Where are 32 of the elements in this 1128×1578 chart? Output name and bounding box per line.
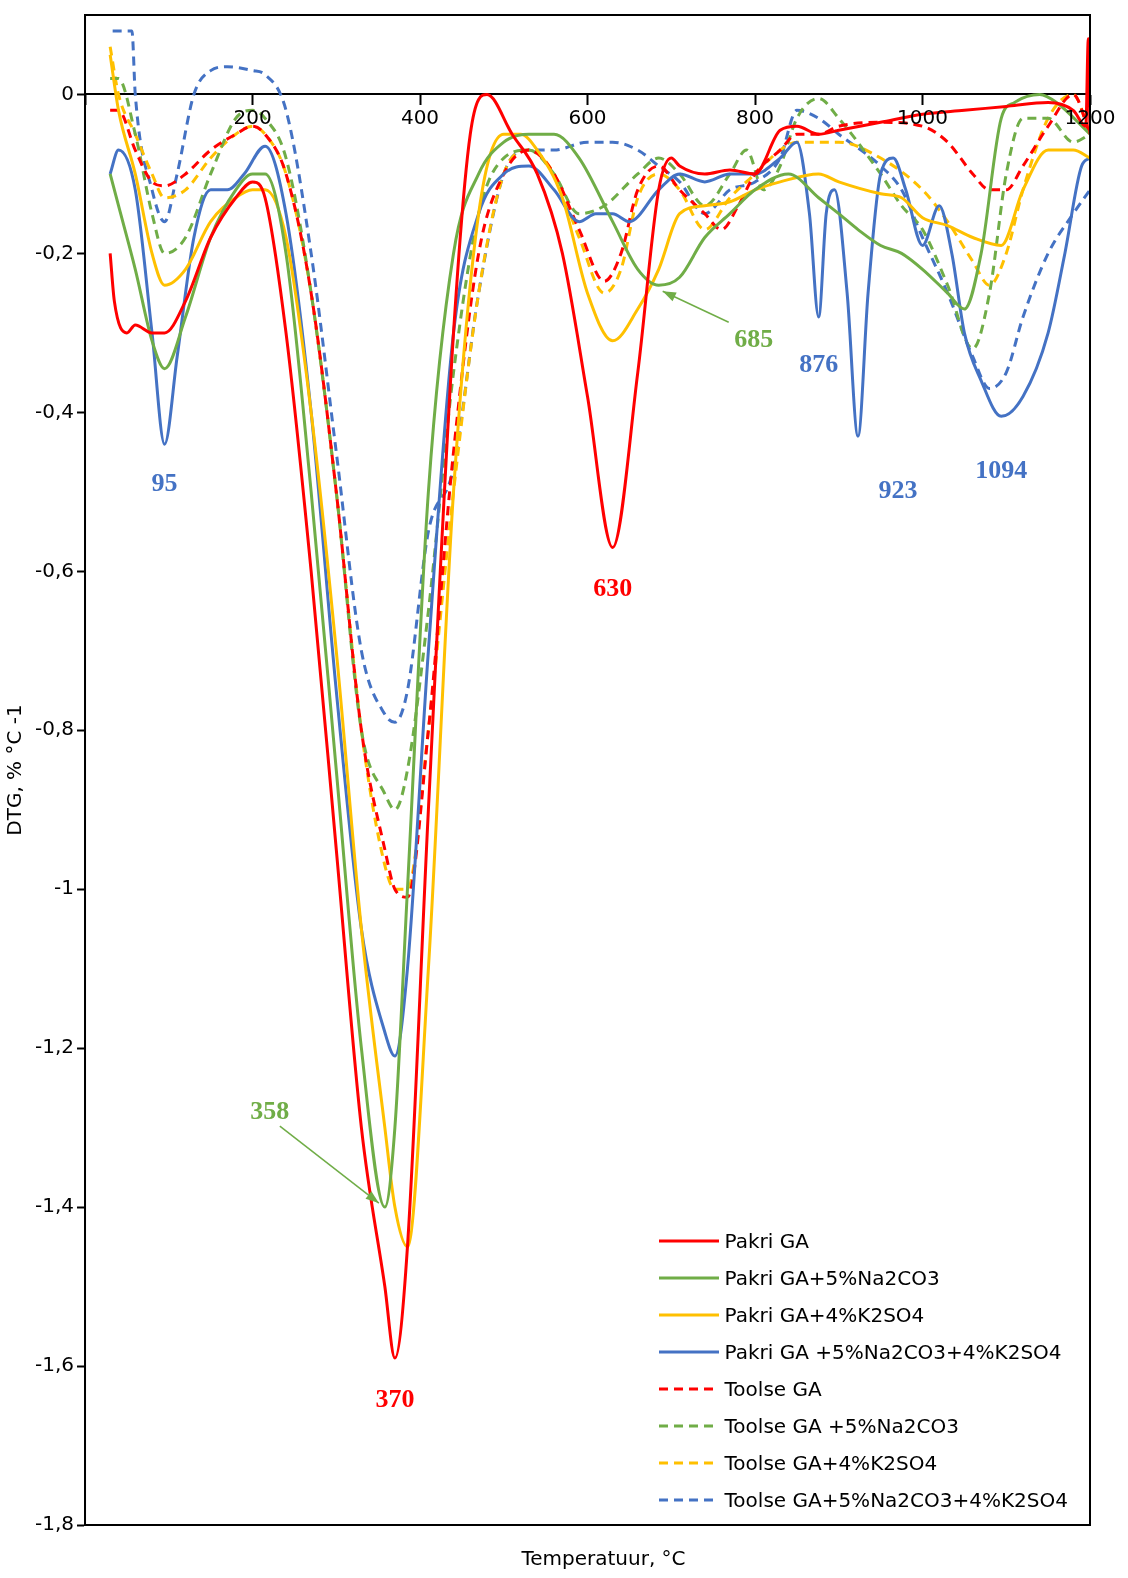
legend-label: Toolse GA +5%Na2CO3 xyxy=(724,1413,959,1438)
annotation: 923 xyxy=(878,474,918,504)
annotation: 630 xyxy=(593,573,633,603)
legend-label: Pakri GA+4%K2SO4 xyxy=(724,1302,925,1327)
y-tick-label: -0,8 xyxy=(34,716,75,741)
y-tick-label: -0,6 xyxy=(34,557,75,582)
annotation: 370 xyxy=(375,1383,415,1413)
x-axis-title: Temperatuur, °C xyxy=(520,1546,687,1570)
y-tick-label: -1,4 xyxy=(34,1193,75,1218)
annotation: 358 xyxy=(250,1095,290,1125)
y-tick-label: -0,4 xyxy=(34,398,75,423)
x-tick-label: 600 xyxy=(568,104,607,129)
legend-label: Toolse GA+5%Na2CO3+4%K2SO4 xyxy=(724,1487,1068,1512)
y-tick-label: -0,2 xyxy=(34,239,75,264)
y-tick-label: -1,8 xyxy=(34,1511,75,1536)
annotation: 685 xyxy=(734,323,774,353)
y-tick-label: -1 xyxy=(54,875,75,900)
x-tick-label: 400 xyxy=(400,104,440,129)
annotation: 1094 xyxy=(975,455,1028,485)
annotation: 876 xyxy=(799,348,839,378)
y-axis-title: DTG, % °C -1 xyxy=(2,704,27,836)
legend-label: Toolse GA xyxy=(724,1376,822,1401)
y-tick-label: -1,6 xyxy=(34,1352,75,1377)
legend-label: Toolse GA+4%K2SO4 xyxy=(724,1450,938,1475)
legend-label: Pakri GA +5%Na2CO3+4%K2SO4 xyxy=(724,1339,1062,1364)
legend-label: Pakri GA+5%Na2CO3 xyxy=(724,1265,940,1290)
x-tick-label: 800 xyxy=(735,104,775,129)
legend-label: Pakri GA xyxy=(724,1228,809,1253)
annotation: 95 xyxy=(151,467,178,497)
y-tick-label: -1,2 xyxy=(34,1034,75,1059)
x-tick-label: 200 xyxy=(233,104,272,129)
y-tick-label: 0 xyxy=(61,80,75,105)
